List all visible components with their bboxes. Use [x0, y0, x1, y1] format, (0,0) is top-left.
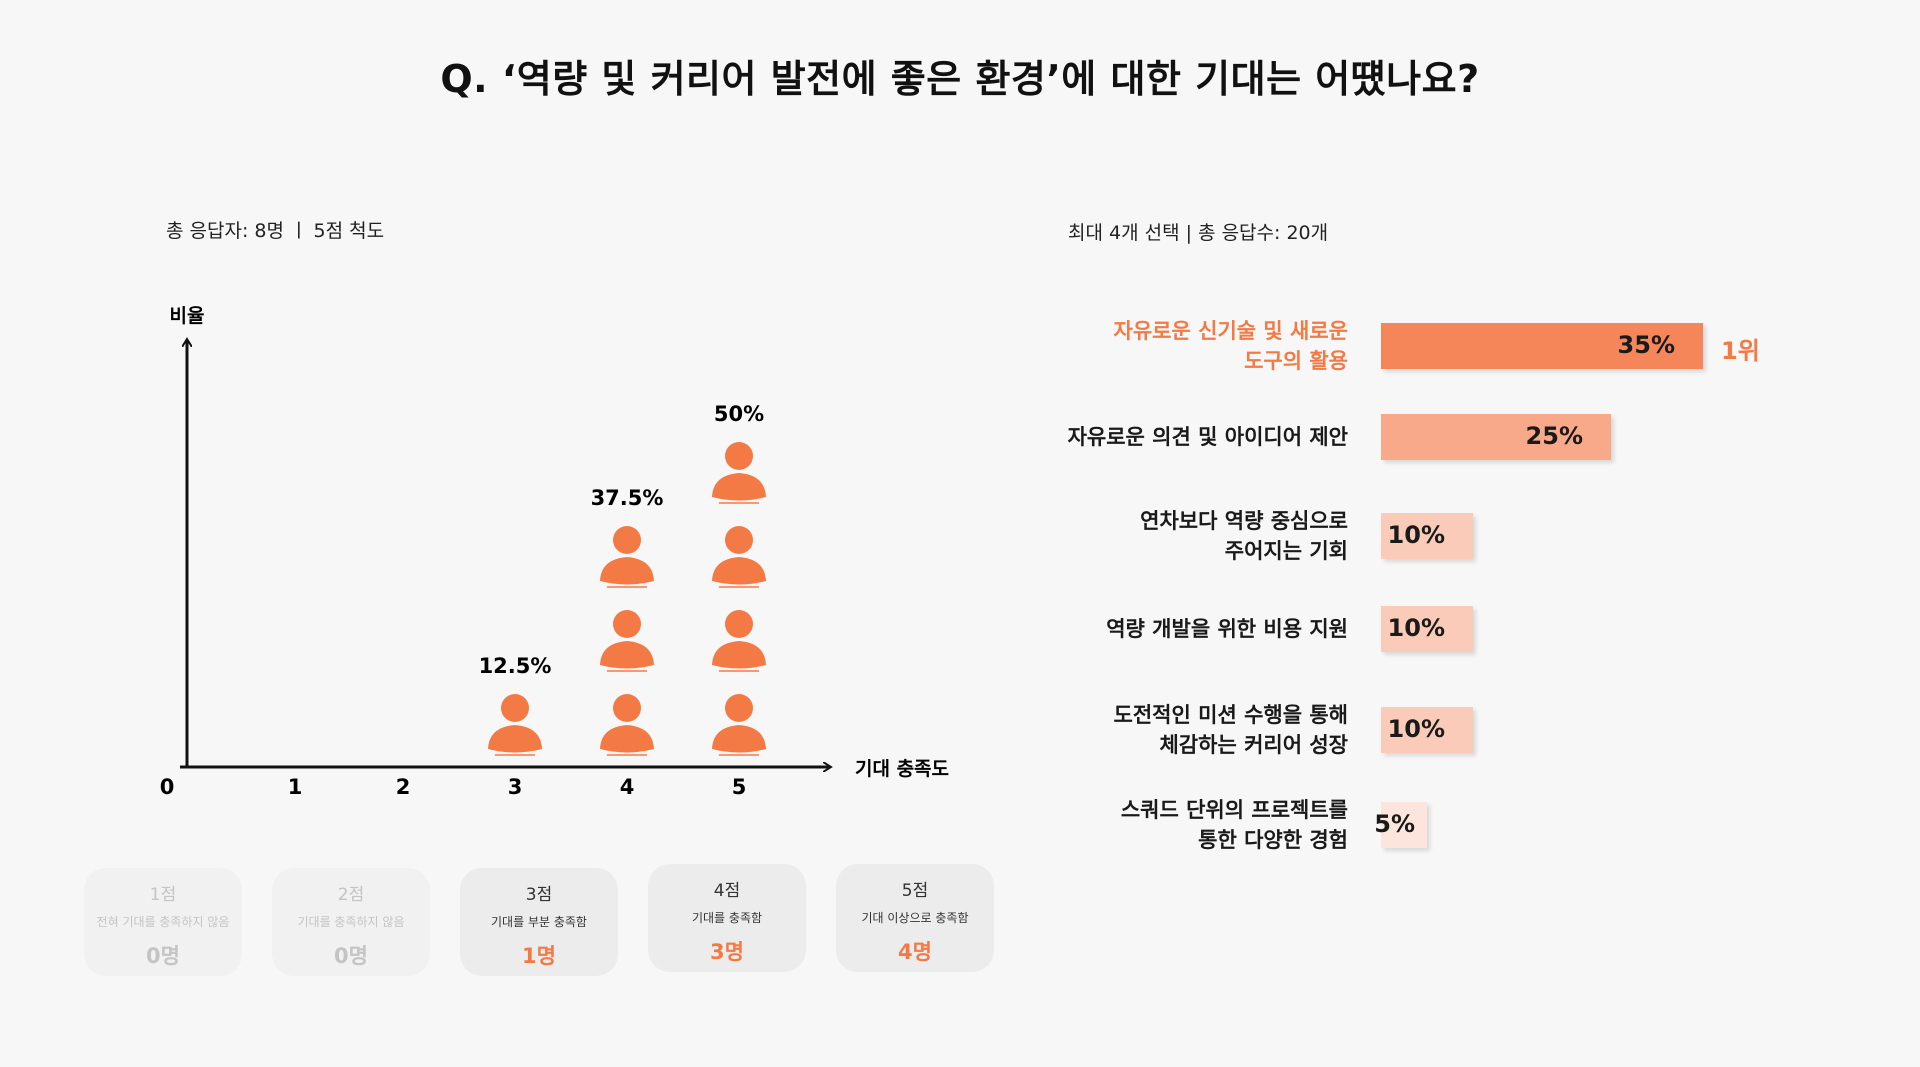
option-bar: 25%	[1381, 414, 1611, 460]
x-axis-label: 기대 충족도	[855, 758, 949, 780]
option-label: 자유로운 의견 및 아이디어 제안	[1067, 425, 1348, 449]
score-card-count: 1명	[522, 944, 556, 968]
person-icon	[712, 526, 766, 588]
option-label: 역량 개발을 위한 비용 지원	[1106, 617, 1348, 641]
x-tick-label: 2	[396, 775, 411, 799]
option-label: 도전적인 미션 수행을 통해 체감하는 커리어 성장	[1113, 703, 1348, 757]
percent-label: 37.5%	[591, 486, 664, 510]
score-card-count: 3명	[710, 940, 744, 964]
person-icon	[712, 442, 766, 504]
score-card-score: 2점	[337, 885, 365, 905]
option-bar-value: 25%	[1525, 422, 1583, 450]
person-icon	[488, 694, 542, 756]
person-icon	[600, 694, 654, 756]
score-card-count: 4명	[898, 940, 932, 964]
option-label: 스쿼드 단위의 프로젝트를 통한 다양한 경험	[1120, 798, 1348, 852]
score-card-description: 기대를 충족하지 않음	[297, 915, 405, 929]
person-icon	[600, 610, 654, 672]
x-tick-label: 3	[508, 775, 523, 799]
score-card-score: 4점	[713, 881, 741, 901]
option-bar: 10%	[1381, 513, 1473, 559]
option-bar: 5%	[1374, 802, 1427, 848]
option-label: 연차보다 역량 중심으로 주어지는 기회	[1140, 509, 1348, 563]
rank-badge: 1위	[1721, 337, 1760, 365]
option-label: 자유로운 신기술 및 새로운 도구의 활용	[1113, 319, 1348, 373]
percent-label: 12.5%	[479, 654, 552, 678]
option-bar-value: 10%	[1387, 715, 1445, 743]
score-card-description: 기대를 충족함	[691, 911, 763, 925]
option-bar: 10%	[1381, 707, 1473, 753]
option-bar-value: 10%	[1387, 521, 1445, 549]
score-card-score: 1점	[149, 885, 177, 905]
score-card-score: 3점	[525, 885, 553, 905]
score-card-count: 0명	[146, 944, 180, 968]
response-summary: 최대 4개 선택 | 총 응답수: 20개	[1068, 222, 1329, 244]
score-card-description: 전혀 기대를 충족하지 않음	[96, 915, 230, 929]
option-bar: 35%	[1381, 323, 1703, 369]
x-tick-label: 5	[732, 775, 747, 799]
respondent-summary: 총 응답자: 8명 ㅣ 5점 척도	[166, 220, 385, 242]
percent-label: 50%	[714, 402, 764, 426]
page-title: Q. ‘역량 및 커리어 발전에 좋은 환경’에 대한 기대는 어떘나요?	[440, 57, 1480, 101]
option-bar-value: 5%	[1374, 810, 1415, 838]
x-tick-label: 4	[620, 775, 635, 799]
person-icon	[600, 526, 654, 588]
score-card-description: 기대 이상으로 충족함	[861, 911, 969, 925]
y-axis-label: 비율	[170, 305, 205, 327]
score-card-score: 5점	[901, 881, 929, 901]
score-card-description: 기대를 부분 충족함	[491, 915, 587, 929]
person-icon	[712, 694, 766, 756]
option-bar-value: 10%	[1387, 614, 1445, 642]
x-tick-label: 1	[288, 775, 303, 799]
option-bar: 10%	[1381, 606, 1473, 652]
expectation-pictogram-chart: 비율 기대 충족도 0 1 2 3 4 5 12.5% 37.5% 50%	[160, 305, 949, 799]
x-tick-label: 0	[160, 775, 175, 799]
option-bar-value: 35%	[1617, 331, 1675, 359]
score-card-count: 0명	[334, 944, 368, 968]
person-icon	[712, 610, 766, 672]
